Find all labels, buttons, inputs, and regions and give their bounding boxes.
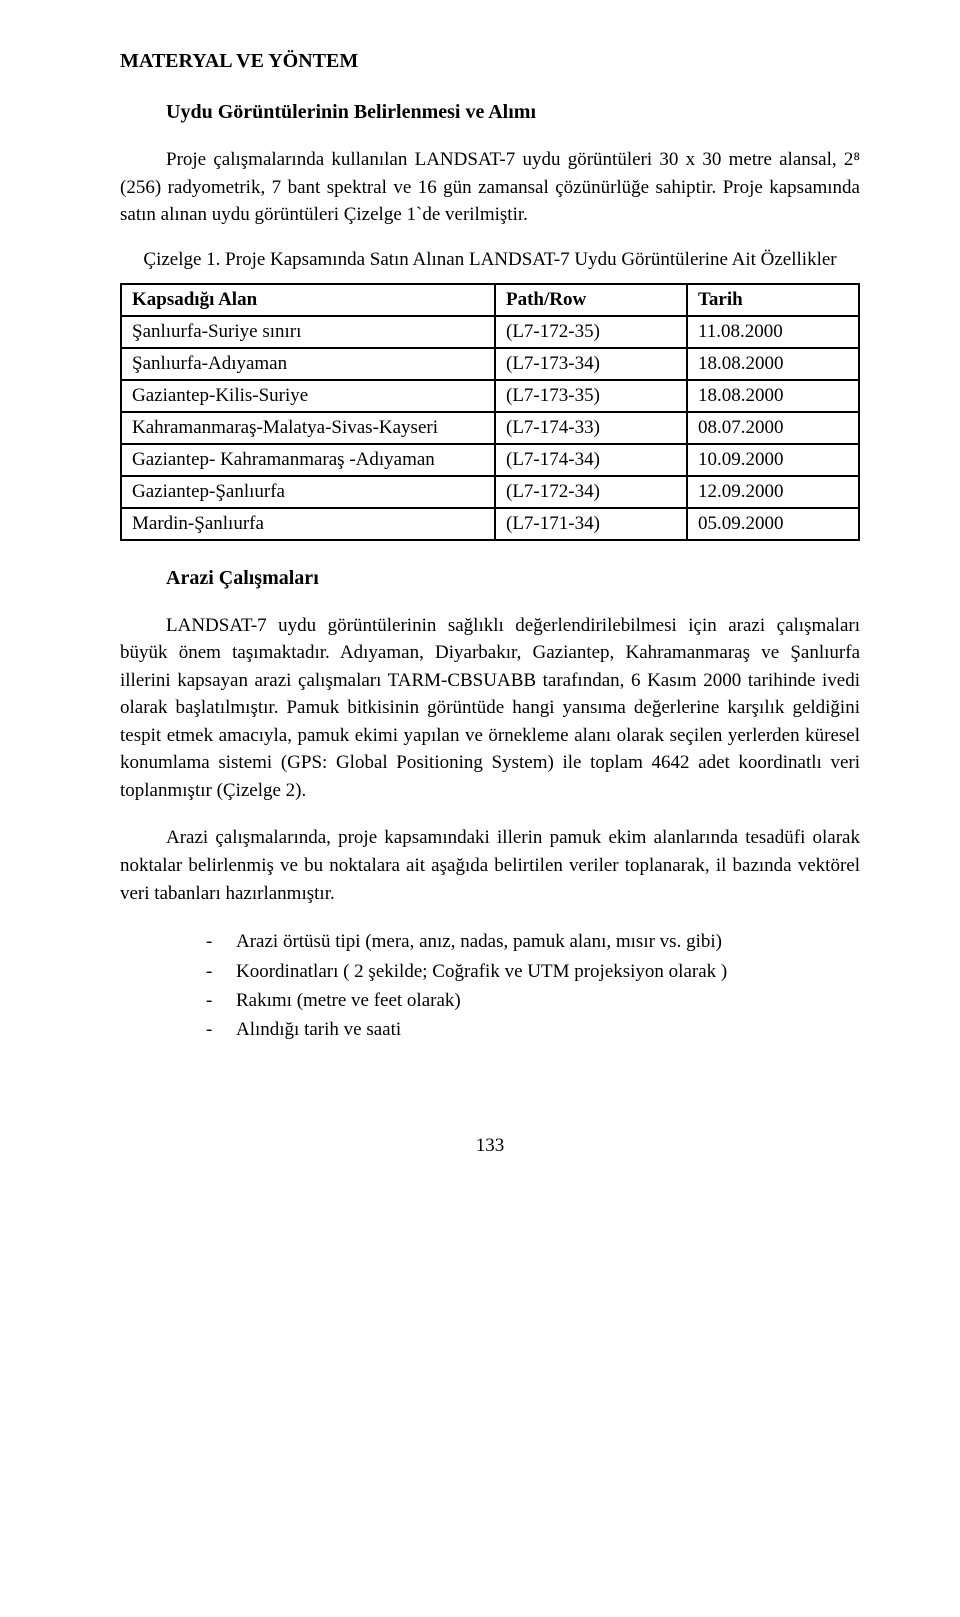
cell-tarih: 05.09.2000: [687, 508, 859, 540]
list-item: Rakımı (metre ve feet olarak): [206, 986, 860, 1015]
cell-pathrow: (L7-172-34): [495, 476, 687, 508]
table-row: Şanlıurfa-Adıyaman(L7-173-34)18.08.2000: [121, 348, 859, 380]
cell-alan: Şanlıurfa-Adıyaman: [121, 348, 495, 380]
table-row: Şanlıurfa-Suriye sınırı(L7-172-35)11.08.…: [121, 316, 859, 348]
table-header-row: Kapsadığı Alan Path/Row Tarih: [121, 284, 859, 316]
cell-pathrow: (L7-173-35): [495, 380, 687, 412]
table-row: Kahramanmaraş-Malatya-Sivas-Kayseri(L7-1…: [121, 412, 859, 444]
heading-materyal: MATERYAL VE YÖNTEM: [120, 50, 860, 73]
cell-alan: Kahramanmaraş-Malatya-Sivas-Kayseri: [121, 412, 495, 444]
cell-alan: Gaziantep- Kahramanmaraş -Adıyaman: [121, 444, 495, 476]
cell-alan: Mardin-Şanlıurfa: [121, 508, 495, 540]
page-container: MATERYAL VE YÖNTEM Uydu Görüntülerinin B…: [0, 0, 960, 1217]
bullet-list: Arazi örtüsü tipi (mera, anız, nadas, pa…: [120, 927, 860, 1045]
page-number: 133: [120, 1135, 860, 1157]
heading-arazi: Arazi Çalışmaları: [120, 567, 860, 590]
paragraph-intro: Proje çalışmalarında kullanılan LANDSAT-…: [120, 146, 860, 229]
heading-uydu: Uydu Görüntülerinin Belirlenmesi ve Alım…: [120, 101, 860, 124]
cell-alan: Gaziantep-Kilis-Suriye: [121, 380, 495, 412]
col-header-tarih: Tarih: [687, 284, 859, 316]
table-row: Gaziantep-Kilis-Suriye(L7-173-35)18.08.2…: [121, 380, 859, 412]
cell-tarih: 08.07.2000: [687, 412, 859, 444]
list-item: Arazi örtüsü tipi (mera, anız, nadas, pa…: [206, 927, 860, 956]
cell-pathrow: (L7-174-33): [495, 412, 687, 444]
cell-tarih: 11.08.2000: [687, 316, 859, 348]
table-row: Gaziantep- Kahramanmaraş -Adıyaman(L7-17…: [121, 444, 859, 476]
cell-pathrow: (L7-173-34): [495, 348, 687, 380]
list-item: Alındığı tarih ve saati: [206, 1015, 860, 1044]
col-header-pathrow: Path/Row: [495, 284, 687, 316]
cell-pathrow: (L7-171-34): [495, 508, 687, 540]
landsat-table: Kapsadığı Alan Path/Row Tarih Şanlıurfa-…: [120, 283, 860, 541]
paragraph-arazi-1: LANDSAT-7 uydu görüntülerinin sağlıklı d…: [120, 612, 860, 805]
cell-pathrow: (L7-174-34): [495, 444, 687, 476]
cell-alan: Gaziantep-Şanlıurfa: [121, 476, 495, 508]
cell-tarih: 18.08.2000: [687, 380, 859, 412]
cell-pathrow: (L7-172-35): [495, 316, 687, 348]
table-row: Gaziantep-Şanlıurfa(L7-172-34)12.09.2000: [121, 476, 859, 508]
table-row: Mardin-Şanlıurfa(L7-171-34)05.09.2000: [121, 508, 859, 540]
cell-tarih: 18.08.2000: [687, 348, 859, 380]
col-header-alan: Kapsadığı Alan: [121, 284, 495, 316]
cell-tarih: 10.09.2000: [687, 444, 859, 476]
table-caption: Çizelge 1. Proje Kapsamında Satın Alınan…: [120, 249, 860, 271]
paragraph-arazi-2: Arazi çalışmalarında, proje kapsamındaki…: [120, 824, 860, 907]
cell-alan: Şanlıurfa-Suriye sınırı: [121, 316, 495, 348]
cell-tarih: 12.09.2000: [687, 476, 859, 508]
list-item: Koordinatları ( 2 şekilde; Coğrafik ve U…: [206, 957, 860, 986]
